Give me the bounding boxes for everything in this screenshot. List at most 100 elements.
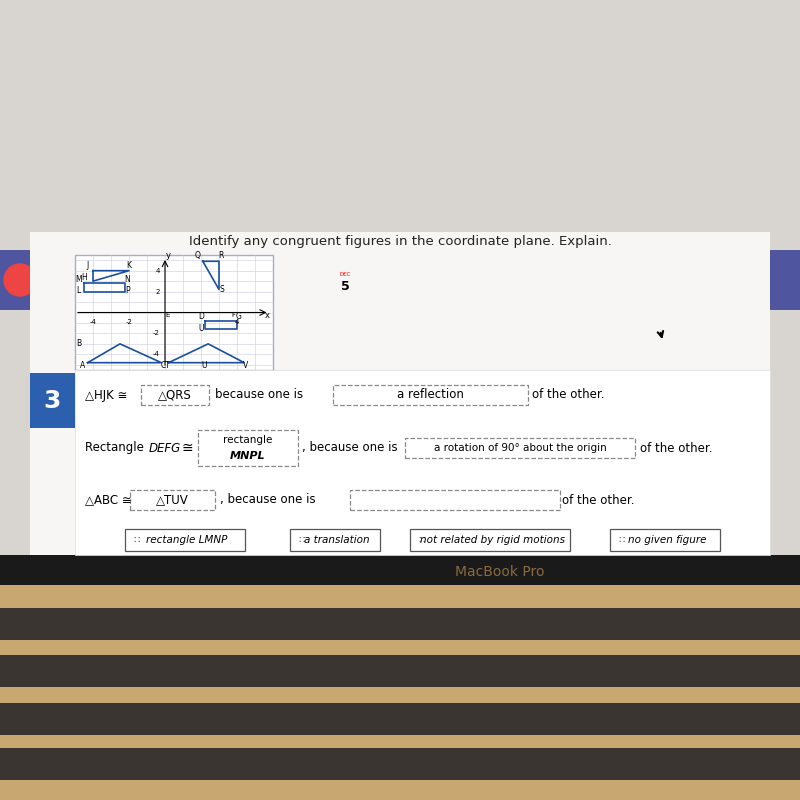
Text: U: U <box>198 324 204 334</box>
Text: 5: 5 <box>341 279 350 293</box>
Text: △TUV: △TUV <box>156 494 188 506</box>
Text: a reflection: a reflection <box>397 389 463 402</box>
Text: G: G <box>236 312 242 321</box>
Text: △QRS: △QRS <box>158 389 192 402</box>
FancyBboxPatch shape <box>410 529 570 551</box>
Circle shape <box>90 264 122 296</box>
FancyBboxPatch shape <box>30 240 770 555</box>
Circle shape <box>133 264 165 296</box>
Text: S: S <box>219 285 224 294</box>
Text: K: K <box>126 261 131 270</box>
Text: -4: -4 <box>90 318 97 325</box>
FancyBboxPatch shape <box>0 570 800 800</box>
Text: -4: -4 <box>153 351 160 358</box>
Text: MNPL: MNPL <box>230 451 266 461</box>
Circle shape <box>477 264 509 296</box>
Text: a translation: a translation <box>304 535 370 545</box>
FancyBboxPatch shape <box>0 608 800 640</box>
FancyBboxPatch shape <box>0 655 800 687</box>
Text: P: P <box>125 286 130 294</box>
Text: T: T <box>165 361 169 370</box>
Circle shape <box>649 264 681 296</box>
Text: U: U <box>202 361 207 370</box>
Text: Identify any congruent figures in the coordinate plane. Explain.: Identify any congruent figures in the co… <box>189 235 611 249</box>
Text: no given figure: no given figure <box>628 535 706 545</box>
Text: 3: 3 <box>43 389 61 413</box>
Text: ∷: ∷ <box>418 535 424 545</box>
FancyBboxPatch shape <box>130 490 214 510</box>
FancyBboxPatch shape <box>75 255 273 370</box>
FancyBboxPatch shape <box>30 245 770 310</box>
Text: N: N <box>124 275 130 284</box>
Circle shape <box>692 264 724 296</box>
Circle shape <box>391 264 423 296</box>
Text: R: R <box>218 251 223 260</box>
Text: of the other.: of the other. <box>532 389 605 402</box>
Text: V: V <box>243 361 249 370</box>
Circle shape <box>305 264 337 296</box>
Text: 4: 4 <box>235 318 239 325</box>
FancyBboxPatch shape <box>0 555 800 585</box>
Text: a rotation of 90° about the origin: a rotation of 90° about the origin <box>434 443 606 453</box>
FancyBboxPatch shape <box>30 373 75 428</box>
Text: not related by rigid motions: not related by rigid motions <box>419 535 565 545</box>
Text: rectangle LMNP: rectangle LMNP <box>146 535 228 545</box>
Text: 2: 2 <box>155 289 160 294</box>
Circle shape <box>606 264 638 296</box>
Text: MacBook Pro: MacBook Pro <box>455 565 545 579</box>
FancyBboxPatch shape <box>141 385 209 405</box>
FancyBboxPatch shape <box>290 529 380 551</box>
Text: ∷: ∷ <box>133 535 139 545</box>
Text: DEC: DEC <box>339 273 350 278</box>
Text: H: H <box>81 273 87 282</box>
FancyBboxPatch shape <box>125 529 245 551</box>
Text: A: A <box>79 361 85 370</box>
Text: E: E <box>166 312 170 318</box>
FancyBboxPatch shape <box>30 310 770 555</box>
Circle shape <box>4 264 36 296</box>
FancyBboxPatch shape <box>350 490 560 510</box>
Text: L: L <box>77 286 81 294</box>
FancyBboxPatch shape <box>0 703 800 735</box>
FancyBboxPatch shape <box>0 250 800 310</box>
Text: ∷: ∷ <box>298 535 304 545</box>
Circle shape <box>735 264 767 296</box>
Text: DEFG: DEFG <box>149 442 182 454</box>
FancyBboxPatch shape <box>198 430 298 466</box>
Circle shape <box>348 264 380 296</box>
Text: of the other.: of the other. <box>640 442 713 454</box>
FancyBboxPatch shape <box>30 232 770 252</box>
Text: -2: -2 <box>153 330 160 337</box>
FancyBboxPatch shape <box>0 748 800 780</box>
FancyBboxPatch shape <box>30 250 770 310</box>
FancyBboxPatch shape <box>405 438 635 458</box>
Circle shape <box>520 264 552 296</box>
Circle shape <box>176 264 208 296</box>
FancyBboxPatch shape <box>30 305 770 555</box>
Text: , because one is: , because one is <box>220 494 316 506</box>
Text: ∷: ∷ <box>618 535 624 545</box>
Circle shape <box>219 264 251 296</box>
Text: 4: 4 <box>155 268 160 274</box>
Circle shape <box>262 264 294 296</box>
FancyBboxPatch shape <box>330 267 360 295</box>
Circle shape <box>434 264 466 296</box>
Text: rectangle: rectangle <box>223 435 273 445</box>
Circle shape <box>47 264 79 296</box>
Circle shape <box>563 264 595 296</box>
Text: of the other.: of the other. <box>562 494 634 506</box>
Text: B: B <box>76 339 81 348</box>
Text: , because one is: , because one is <box>302 442 398 454</box>
FancyBboxPatch shape <box>333 385 527 405</box>
Text: J: J <box>86 261 89 270</box>
Text: C: C <box>161 361 166 370</box>
Text: ≅: ≅ <box>182 441 194 455</box>
Text: F: F <box>231 312 235 318</box>
FancyBboxPatch shape <box>610 529 720 551</box>
Text: -2: -2 <box>126 318 133 325</box>
Text: D: D <box>198 312 204 321</box>
Text: x: x <box>265 310 270 319</box>
Text: Rectangle: Rectangle <box>85 442 148 454</box>
Text: △HJK ≅: △HJK ≅ <box>85 389 127 402</box>
Text: Q: Q <box>194 251 200 260</box>
